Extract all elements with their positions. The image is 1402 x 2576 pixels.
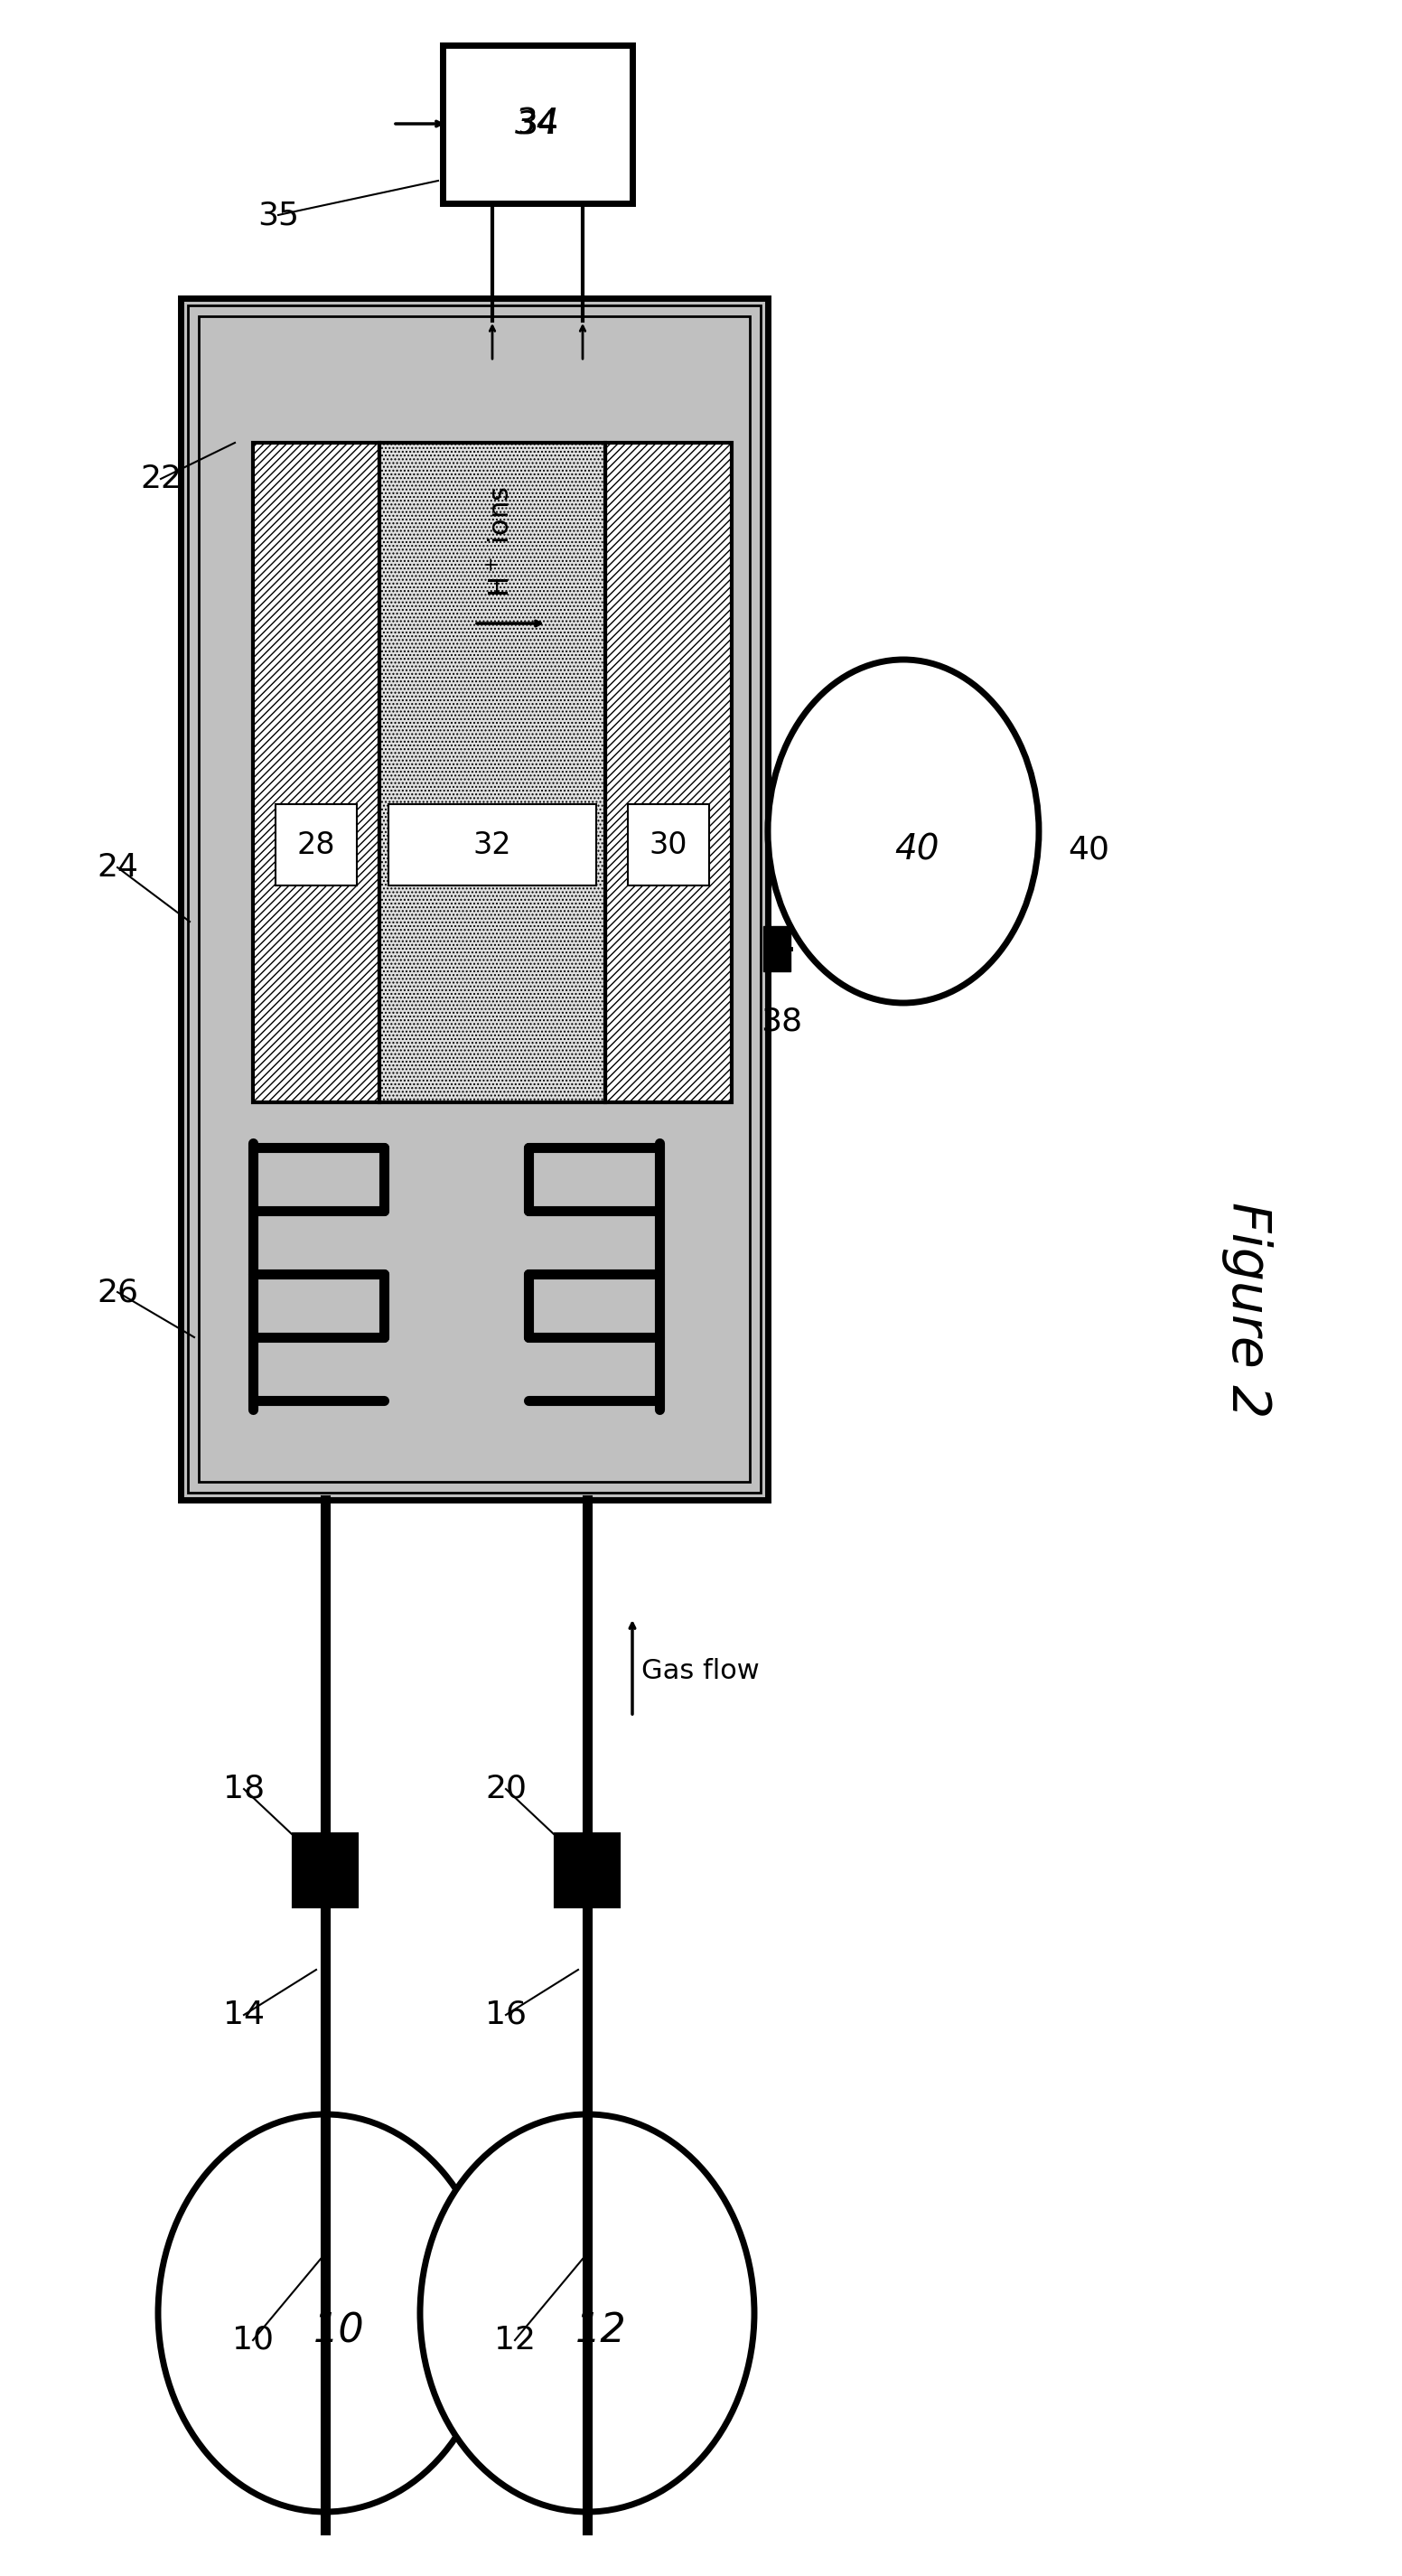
Bar	[276, 804, 358, 886]
Bar	[380, 443, 606, 1103]
Text: 10: 10	[233, 2324, 273, 2354]
Text: Gas flow: Gas flow	[641, 1659, 760, 1685]
Bar	[252, 443, 380, 1103]
Bar	[443, 46, 632, 204]
Ellipse shape	[768, 659, 1039, 1002]
Text: 14: 14	[223, 1999, 265, 2030]
Text: 32: 32	[472, 829, 512, 860]
Text: Figure 2: Figure 2	[1221, 1203, 1273, 1419]
Text: 40: 40	[1068, 835, 1109, 866]
Text: 26: 26	[97, 1278, 139, 1309]
Text: 20: 20	[485, 1775, 527, 1803]
Bar	[188, 307, 761, 1492]
Text: 16: 16	[485, 1999, 527, 2030]
Ellipse shape	[158, 2115, 492, 2512]
Bar	[606, 443, 732, 1103]
Bar	[628, 804, 709, 886]
Bar	[388, 804, 596, 886]
Ellipse shape	[421, 2115, 754, 2512]
Text: 35: 35	[258, 201, 299, 229]
Text: 30: 30	[649, 829, 687, 860]
Text: 22: 22	[140, 464, 182, 495]
Text: 10: 10	[313, 2311, 365, 2349]
Bar	[199, 317, 750, 1481]
Text: 28: 28	[297, 829, 335, 860]
Bar	[181, 299, 768, 1499]
Text: 38: 38	[760, 1005, 802, 1036]
Text: 18: 18	[223, 1775, 265, 1803]
Text: 12: 12	[575, 2311, 627, 2349]
Text: 34: 34	[515, 106, 559, 142]
Text: 12: 12	[494, 2324, 536, 2354]
Text: 34: 34	[517, 108, 558, 139]
Bar	[293, 1834, 358, 1906]
Text: H$^+$ ions: H$^+$ ions	[488, 487, 515, 598]
Text: 24: 24	[97, 853, 139, 884]
Bar	[763, 927, 791, 971]
Bar	[555, 1834, 618, 1906]
Text: 40: 40	[894, 832, 939, 866]
